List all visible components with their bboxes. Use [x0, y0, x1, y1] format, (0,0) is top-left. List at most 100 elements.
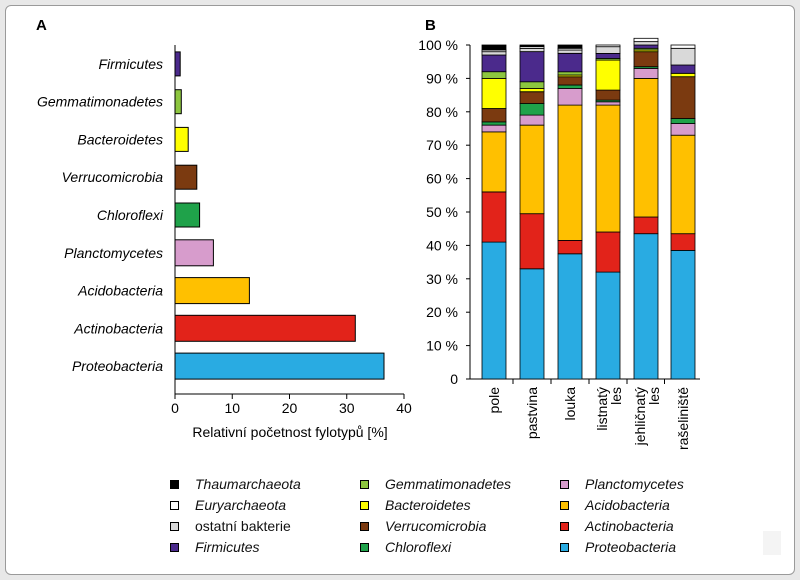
bar-segment-proteobacteria [481, 241, 507, 380]
legend-item: Verrucomicrobia [360, 516, 486, 536]
category-label-proteobacteria: Proteobacteria [72, 358, 163, 374]
bar-segment-actinobacteria [519, 213, 545, 270]
bar-segment-verrucomicrobia [481, 108, 507, 123]
bar-segment-chloroflexi [519, 103, 545, 116]
legend-item: Chloroflexi [360, 537, 451, 557]
panel-b-category-label: jehličnatý [632, 387, 648, 446]
bar-segment-verrucomicrobia [670, 76, 696, 119]
bar-segment-acidobacteria [595, 104, 621, 233]
bar-segment-bacteroidetes [595, 59, 621, 91]
bar-segment-acidobacteria [670, 134, 696, 235]
category-label-acidobacteria: Acidobacteria [77, 283, 163, 299]
panel-b-y-tick-label: 40 % [426, 237, 458, 253]
panel-b-y-tick-label: 30 % [426, 271, 458, 287]
bar-segment-thaumarchaeota [557, 44, 583, 49]
legend-swatch [170, 479, 179, 489]
panel-b-y-tick-label: 100 % [418, 37, 458, 53]
bar-segment-proteobacteria [595, 271, 621, 380]
legend-label: ostatní bakterie [195, 518, 291, 534]
legend-label: Thaumarchaeota [195, 476, 301, 492]
category-label-chloroflexi: Chloroflexi [97, 207, 164, 223]
legend-label: Actinobacteria [585, 518, 674, 534]
bar-a-verrucomicrobia [174, 164, 198, 190]
legend-swatch [360, 479, 369, 489]
legend-item: Acidobacteria [560, 495, 670, 515]
legend-label: Verrucomicrobia [385, 518, 487, 534]
figure-frame [5, 5, 795, 575]
bar-segment-proteobacteria [519, 268, 545, 380]
panel-b-category-label: louka [562, 387, 578, 421]
bar-segment-proteobacteria [670, 249, 696, 380]
panel-b-y-tick-label: 80 % [426, 104, 458, 120]
bar-a-bacteroidetes [174, 126, 189, 152]
bar-segment-proteobacteria [633, 233, 659, 380]
legend-swatch [170, 542, 179, 552]
bar-segment-gemmatimonadetes [481, 71, 507, 79]
legend-item: ostatní bakterie [170, 516, 291, 536]
bar-segment-actinobacteria [595, 231, 621, 273]
panel-b-category-label: rašeliniště [675, 387, 691, 450]
panel-a-label: A [36, 17, 47, 34]
legend-label: Planctomycetes [585, 476, 684, 492]
legend-swatch [560, 542, 569, 552]
category-label-actinobacteria: Actinobacteria [73, 320, 163, 336]
legend-swatch [360, 542, 369, 552]
bar-segment-bacteroidetes [519, 88, 545, 93]
bar-segment-acidobacteria [633, 78, 659, 218]
bar-segment-acidobacteria [557, 104, 583, 241]
bar-segment-verrucomicrobia [519, 91, 545, 104]
legend-swatch [560, 521, 569, 531]
bar-segment-planctomycetes [519, 114, 545, 126]
legend-item: Proteobacteria [560, 537, 676, 557]
bar-a-firmicutes [174, 51, 181, 77]
legend-item: Actinobacteria [560, 516, 674, 536]
legend-item: Euryarchaeota [170, 495, 286, 515]
bar-a-proteobacteria [174, 352, 385, 380]
category-label-firmicutes: Firmicutes [98, 56, 163, 72]
bar-segment-acidobacteria [519, 124, 545, 215]
panel-b-y-tick-label: 10 % [426, 338, 458, 354]
bar-segment-bacteroidetes [670, 73, 696, 78]
legend-swatch [170, 521, 179, 531]
panel-b-y-tick-label: 0 [450, 371, 458, 387]
bar-segment-planctomycetes [633, 68, 659, 79]
legend-label: Gemmatimonadetes [385, 476, 512, 492]
category-label-planctomycetes: Planctomycetes [64, 245, 163, 261]
bar-segment-firmicutes [633, 44, 659, 49]
legend-swatch [360, 521, 369, 531]
bar-segment-euryarchaeota [595, 44, 621, 48]
legend-swatch [560, 500, 569, 510]
bar-a-acidobacteria [174, 277, 250, 305]
legend-swatch [170, 500, 179, 510]
bar-segment-chloroflexi [670, 118, 696, 124]
panel-b-label: B [425, 17, 436, 34]
panel-b-category-label: listnatý [594, 387, 610, 431]
legend-item: Bacteroidetes [360, 495, 471, 515]
legend-item: Gemmatimonadetes [360, 474, 511, 494]
bar-segment-thaumarchaeota [519, 44, 545, 48]
bar-segment-actinobacteria [557, 239, 583, 255]
bar-segment-proteobacteria [557, 253, 583, 380]
legend-label: Chloroflexi [385, 539, 452, 555]
panel-a-x-tick-label: 20 [282, 400, 298, 416]
bar-segment-firmicutes [557, 53, 583, 73]
panel-a-x-tick-label: 0 [171, 400, 179, 416]
legend-item: Planctomycetes [560, 474, 684, 494]
bar-segment-firmicutes [519, 51, 545, 83]
panel-b-y-tick-label: 60 % [426, 171, 458, 187]
bar-segment-euryarchaeota [670, 44, 696, 49]
bar-segment-firmicutes [595, 53, 621, 59]
legend-item: Firmicutes [170, 537, 260, 557]
bar-segment-ostatní-bakterie [481, 51, 507, 56]
panel-b-y-tick-label: 70 % [426, 137, 458, 153]
bar-segment-ostatní-bakterie [595, 46, 621, 54]
bar-a-gemmatimonadetes [174, 89, 182, 115]
legend-swatch [560, 479, 569, 489]
bar-segment-planctomycetes [595, 101, 621, 106]
panel-b-y-tick-label: 50 % [426, 204, 458, 220]
bar-segment-planctomycetes [670, 123, 696, 136]
legend-label: Bacteroidetes [385, 497, 471, 513]
bar-segment-verrucomicrobia [557, 76, 583, 86]
panel-b-y-tick-label: 90 % [426, 70, 458, 86]
legend-label: Firmicutes [195, 539, 260, 555]
